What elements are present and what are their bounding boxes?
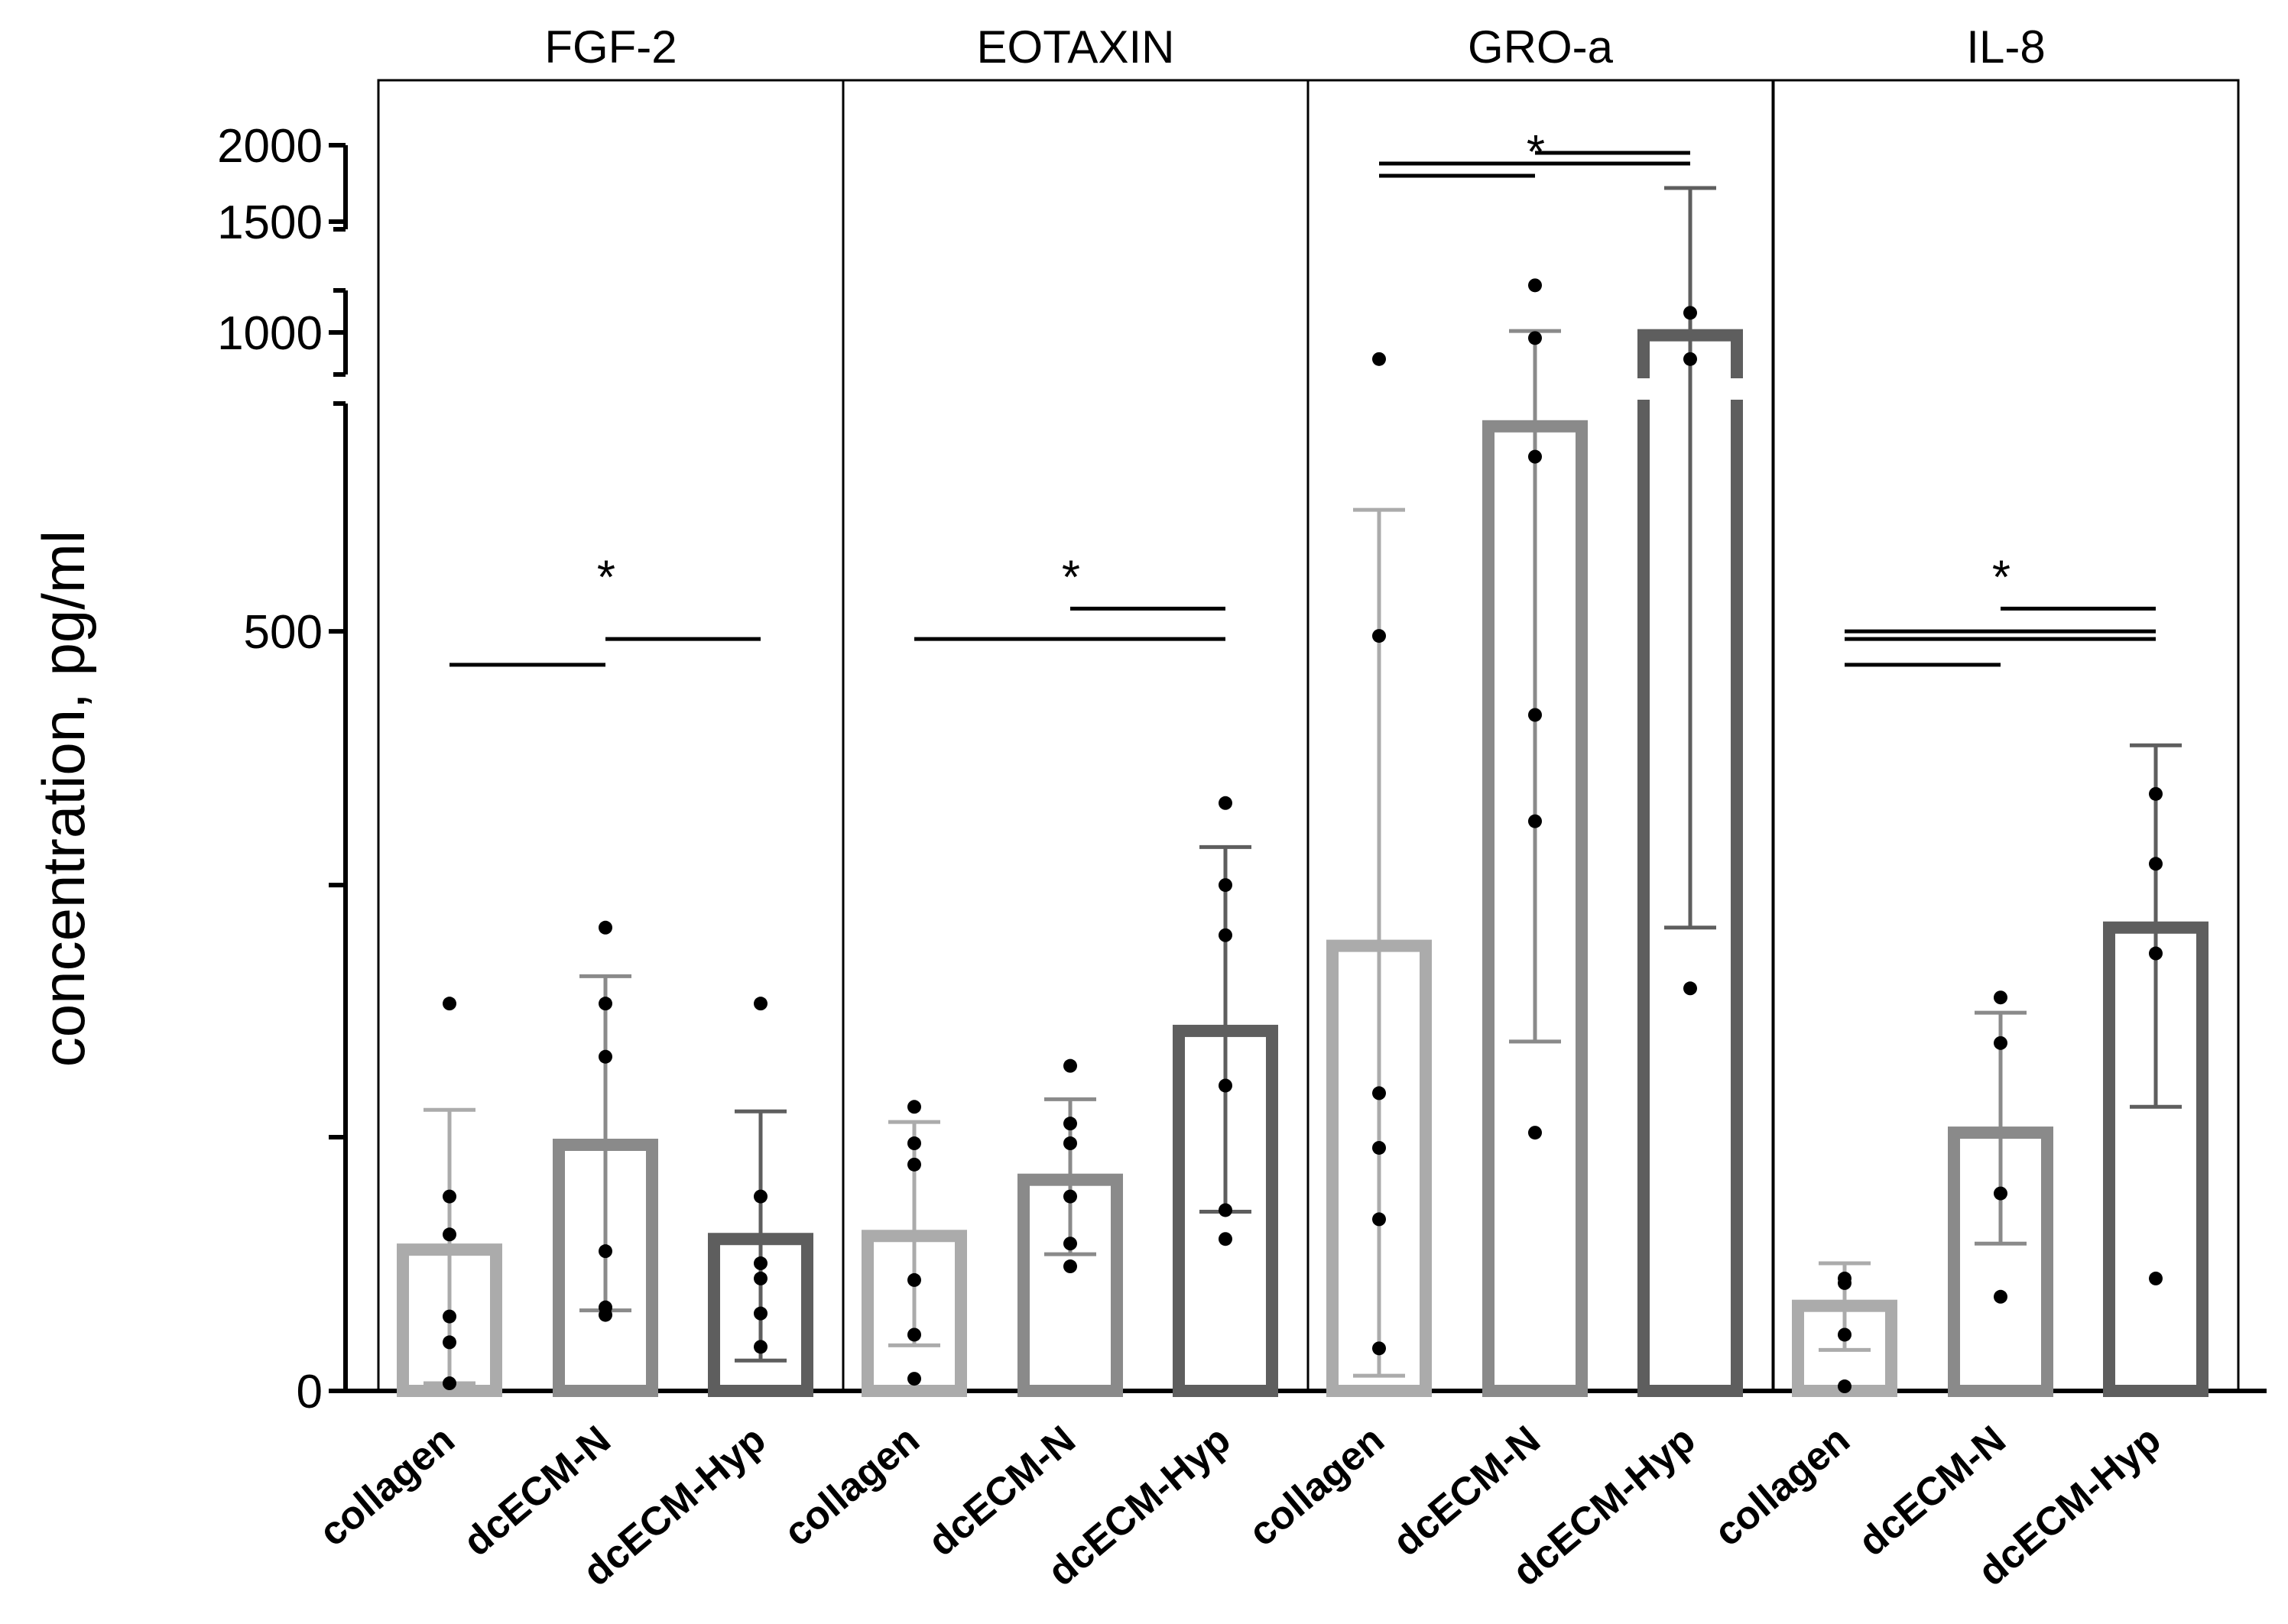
- data-point: [907, 1272, 921, 1287]
- x-category-label: dcECM-N: [1384, 1418, 1548, 1565]
- x-category-label: collagen: [1241, 1418, 1393, 1555]
- data-point: [907, 1136, 921, 1151]
- x-category-label: collagen: [776, 1418, 928, 1555]
- data-point: [1219, 1203, 1232, 1217]
- panel-title: IL-8: [1966, 21, 2045, 73]
- data-point: [1683, 306, 1697, 320]
- data-point: [443, 1189, 456, 1204]
- data-point: [907, 1100, 921, 1114]
- data-point: [907, 1157, 921, 1172]
- data-point: [1372, 629, 1386, 643]
- data-point: [443, 1335, 456, 1350]
- data-point: [1372, 352, 1386, 366]
- panel-title: GRO-a: [1468, 21, 1614, 73]
- x-category-label: dcECM-N: [1850, 1418, 2014, 1565]
- data-point: [1994, 1186, 2007, 1201]
- x-category-label: collagen: [1706, 1418, 1858, 1555]
- y-tick-label: 2000: [217, 120, 323, 173]
- data-point: [599, 1049, 612, 1064]
- data-point: [599, 997, 612, 1011]
- data-point: [1063, 1259, 1077, 1274]
- significance-star: *: [1062, 552, 1080, 605]
- data-point: [1063, 1058, 1077, 1073]
- data-point: [1063, 1237, 1077, 1251]
- data-point: [754, 1256, 768, 1271]
- data-point: [443, 1227, 456, 1242]
- data-point: [599, 920, 612, 935]
- data-point: [1372, 1341, 1386, 1356]
- data-point: [754, 1189, 768, 1204]
- data-point: [443, 1309, 456, 1324]
- data-point: [1219, 928, 1232, 942]
- data-point: [1838, 1379, 1851, 1394]
- x-category-label: collagen: [311, 1418, 463, 1555]
- data-point: [1063, 1136, 1077, 1151]
- data-point: [1528, 1126, 1542, 1140]
- bar-dcECM-N: [1017, 1173, 1123, 1398]
- data-point: [1838, 1327, 1851, 1342]
- data-point: [754, 1306, 768, 1321]
- data-point: [2149, 946, 2163, 961]
- data-point: [1528, 449, 1542, 464]
- data-point: [599, 1308, 612, 1322]
- y-axis-label: concentration, pg/ml: [30, 530, 97, 1067]
- data-point: [1219, 878, 1232, 893]
- data-point: [1219, 1232, 1232, 1246]
- x-category-label: dcECM-N: [455, 1418, 618, 1565]
- data-point: [1372, 1140, 1386, 1155]
- data-point: [1528, 814, 1542, 828]
- significance-star: *: [597, 552, 615, 605]
- data-point: [754, 1271, 768, 1285]
- data-point: [1683, 981, 1697, 996]
- panel-title: FGF-2: [544, 21, 677, 73]
- y-tick-label: 1000: [217, 307, 323, 360]
- data-point: [1528, 331, 1542, 345]
- y-tick-label: 1500: [217, 196, 323, 249]
- data-point: [1063, 1117, 1077, 1131]
- significance-star: *: [1992, 552, 2011, 605]
- significance-star: *: [1527, 126, 1545, 179]
- data-point: [907, 1372, 921, 1386]
- data-point: [1528, 708, 1542, 722]
- panel-title: EOTAXIN: [977, 21, 1175, 73]
- data-point: [1994, 1036, 2007, 1050]
- data-point: [1372, 1212, 1386, 1227]
- data-point: [1994, 990, 2007, 1005]
- data-point: [754, 1340, 768, 1354]
- data-point: [1838, 1276, 1851, 1290]
- data-point: [599, 1244, 612, 1259]
- data-point: [1994, 1289, 2007, 1304]
- data-point: [443, 997, 456, 1011]
- data-point: [2149, 1271, 2163, 1285]
- data-point: [1372, 1086, 1386, 1100]
- panels: FGF-2collagendcECM-NdcECM-Hyp*EOTAXINcol…: [311, 21, 2240, 1595]
- data-point: [1683, 352, 1697, 366]
- axis-break-gap: [1311, 378, 1770, 400]
- x-category-label: dcECM-N: [920, 1418, 1083, 1565]
- data-point: [2149, 857, 2163, 871]
- data-point: [1219, 1078, 1232, 1093]
- data-point: [907, 1327, 921, 1342]
- data-point: [1219, 796, 1232, 810]
- data-point: [443, 1376, 456, 1391]
- data-point: [1528, 278, 1542, 293]
- y-tick-label: 500: [244, 606, 323, 659]
- data-point: [1063, 1189, 1077, 1204]
- data-point: [2149, 786, 2163, 801]
- data-point: [754, 997, 768, 1011]
- y-tick-label: 0: [297, 1366, 323, 1418]
